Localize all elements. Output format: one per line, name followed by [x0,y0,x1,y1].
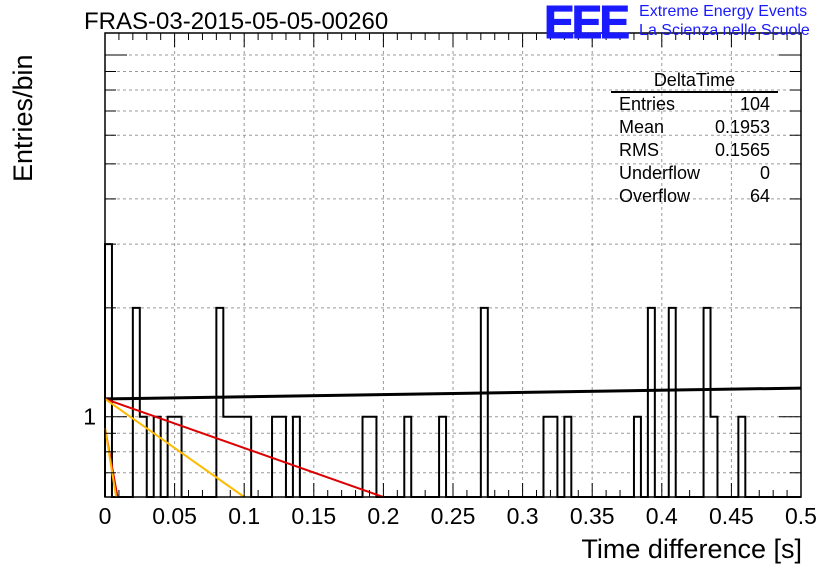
fit-line [104,398,245,498]
stats-row-mean: Mean 0.1953 [611,116,778,139]
stats-label: Entries [619,94,676,114]
histogram-bar [168,417,175,497]
histogram-bar [133,308,140,497]
logo-line-2: La Scienza nelle Scuole [639,22,810,39]
histogram-bar [244,417,251,497]
x-tick-label: 0.35 [570,503,615,529]
logo-text: Extreme Energy Events La Scienza nelle S… [639,2,810,40]
y-axis-label: Entries/bin [8,54,38,182]
histogram-bar [279,417,286,497]
histogram-bar [216,308,223,497]
stats-value: 64 [749,186,770,206]
stats-label: Underflow [619,163,701,183]
stats-title: DeltaTime [611,70,778,93]
stats-row-rms: RMS 0.1565 [611,139,778,162]
stats-value: 0 [759,163,770,183]
histogram-bar [293,417,300,497]
histogram-bar [543,417,550,497]
histogram-bar [404,417,411,497]
histogram-bar [369,417,376,497]
stats-box: DeltaTime Entries 104 Mean 0.1953 RMS 0.… [611,70,778,208]
histogram-bar [154,417,161,497]
y-tick-labels: 1 [83,404,96,430]
stats-label: Mean [619,117,665,137]
grid-lines [105,33,801,497]
histogram-bar [363,417,370,497]
logo-mark: EEE [543,0,630,48]
stats-row-underflow: Underflow 0 [611,162,778,185]
histogram-bar [648,308,655,497]
logo-line-1: Extreme Energy Events [639,3,808,20]
histogram-bar [175,417,182,497]
histogram-bar [439,417,446,497]
stats-value: 104 [739,94,770,114]
fit-line [104,397,384,498]
stats-row-overflow: Overflow 64 [611,185,778,208]
x-tick-label: 0.3 [507,503,539,529]
x-tick-label: 0.25 [431,503,476,529]
histogram-bar [711,417,718,497]
x-tick-label: 0.05 [152,503,197,529]
axes [104,32,802,498]
x-tick-label: 0.45 [709,503,754,529]
stats-value: 0.1953 [714,117,770,137]
histogram-bar [669,308,676,497]
histogram-bar [481,308,488,497]
y-tick-label: 1 [83,404,96,430]
histogram-bar [237,417,244,497]
x-tick-label: 0 [99,503,112,529]
x-tick-label: 0.15 [291,503,336,529]
stats-label: RMS [619,140,659,160]
chart-title: FRAS-03-2015-05-05-00260 [84,8,389,35]
x-tick-label: 0.4 [646,503,678,529]
histogram-bar [230,417,237,497]
x-tick-label: 0.1 [228,503,260,529]
x-tick-label: 0.5 [785,503,817,529]
histogram-bar [564,417,571,497]
stats-value: 0.1565 [714,140,770,160]
stats-row-entries: Entries 104 [611,93,778,116]
fit-line [104,386,802,401]
eee-logo: EEE Extreme Energy Events La Scienza nel… [543,0,810,48]
x-axis-label: Time difference [s] [581,534,802,564]
histogram-bar [634,417,641,497]
stats-label: Overflow [619,186,691,206]
fit-line [104,427,118,498]
histogram-bar [704,308,711,497]
histogram-bar [738,417,745,497]
fit-lines [104,386,802,498]
x-tick-label: 0.2 [367,503,399,529]
x-tick-labels: 0 0.05 0.1 0.15 0.2 0.25 0.3 0.35 0.4 0.45 0.5 [99,503,817,529]
histogram-bar [272,417,279,497]
histogram-bar [550,417,557,497]
